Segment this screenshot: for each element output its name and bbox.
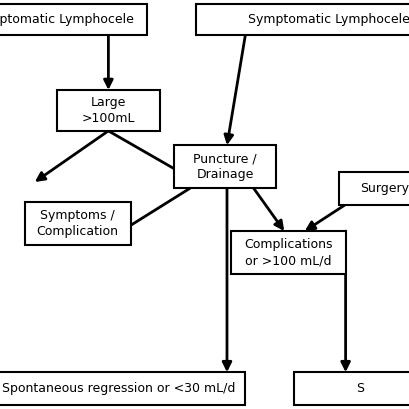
Text: Surgery: Surgery	[360, 182, 409, 195]
FancyBboxPatch shape	[174, 145, 276, 188]
FancyBboxPatch shape	[231, 231, 346, 274]
FancyBboxPatch shape	[294, 372, 409, 405]
Text: Symptomatic Lymphocele: Symptomatic Lymphocele	[248, 13, 409, 26]
Text: Complications
or >100 mL/d: Complications or >100 mL/d	[244, 238, 333, 267]
FancyBboxPatch shape	[196, 4, 409, 35]
FancyBboxPatch shape	[25, 202, 131, 245]
FancyBboxPatch shape	[57, 90, 160, 131]
FancyBboxPatch shape	[339, 172, 409, 204]
Text: S: S	[356, 382, 364, 395]
Text: Spontaneous regression or <30 mL/d: Spontaneous regression or <30 mL/d	[2, 382, 235, 395]
Text: Asymptomatic Lymphocele: Asymptomatic Lymphocele	[0, 13, 133, 26]
FancyBboxPatch shape	[0, 372, 245, 405]
FancyBboxPatch shape	[0, 4, 147, 35]
Text: Puncture /
Drainage: Puncture / Drainage	[193, 152, 257, 181]
Text: Symptoms /
Complication: Symptoms / Complication	[37, 209, 119, 238]
Text: Large
>100mL: Large >100mL	[82, 96, 135, 125]
